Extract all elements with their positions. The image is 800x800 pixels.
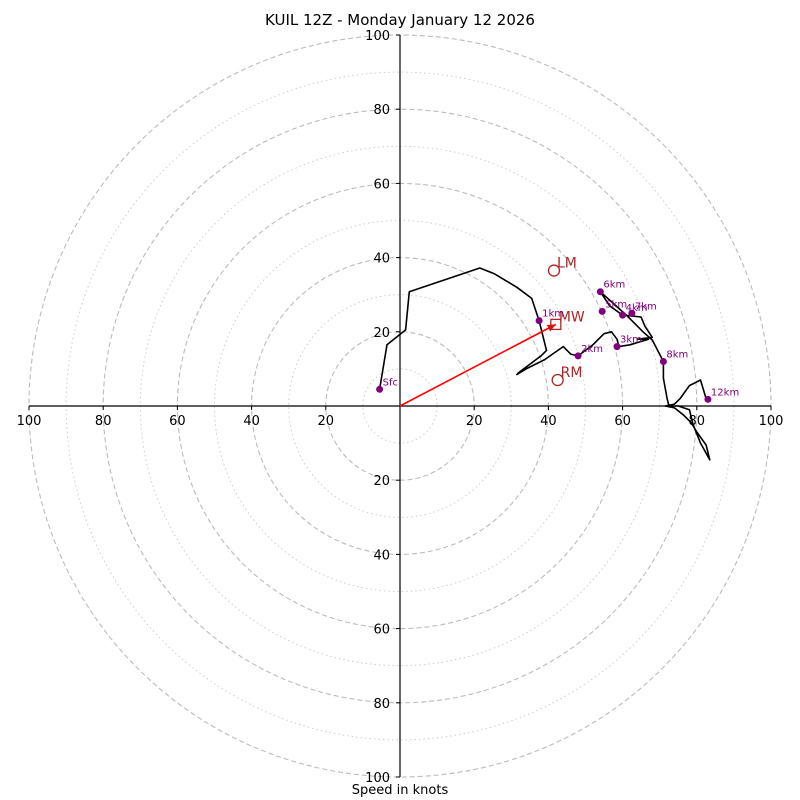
height-point-5km [598, 307, 606, 315]
y-tick-label: 20 [373, 474, 390, 489]
x-axis-label: Speed in knots [351, 783, 449, 798]
y-tick-label: 20 [373, 326, 390, 341]
x-tick-label: 100 [17, 414, 42, 429]
height-label-12km: 12km [711, 387, 739, 398]
hodograph-line [378, 267, 711, 461]
y-tick-label: 100 [365, 771, 390, 786]
y-tick-label: 40 [373, 252, 390, 267]
height-point-sfc [376, 385, 384, 393]
height-point-6km [596, 288, 604, 296]
height-label-4km: 4km [626, 303, 648, 314]
height-label-2km: 2km [581, 344, 603, 355]
x-tick-label: 60 [169, 414, 186, 429]
y-tick-label: 60 [373, 177, 390, 192]
storm-motion-marker-lm [547, 264, 561, 277]
height-label-1km: 1km [542, 309, 564, 320]
x-tick-label: 60 [614, 414, 631, 429]
y-tick-label: 80 [373, 697, 390, 712]
height-label-sfc: Sfc [383, 377, 398, 388]
x-tick-label: 20 [466, 414, 483, 429]
height-point-8km [659, 357, 667, 365]
height-label-5km: 5km [605, 299, 627, 310]
height-point-1km [535, 317, 543, 325]
storm-motion-marker-mw [550, 318, 562, 331]
shear-vector-line [399, 323, 557, 407]
storm-motion-label-rm: RM [561, 365, 583, 381]
storm-motion-group: LM MW RM [547, 256, 585, 387]
height-point-12km [704, 395, 712, 403]
x-tick-label: 20 [318, 414, 335, 429]
height-label-8km: 8km [666, 349, 688, 360]
tick-labels: 100 80 60 40 20 20 40 60 80 100 100 80 60 40 20 20 40 60 8… [17, 29, 784, 786]
height-label-7km: 7km [635, 301, 657, 312]
chart-title: KUIL 12Z - Monday January 12 2026 [265, 11, 535, 29]
x-tick-label: 40 [243, 414, 260, 429]
x-tick-label: 40 [540, 414, 557, 429]
height-point-3km [613, 343, 621, 351]
storm-motion-label-lm: LM [557, 256, 577, 272]
hodograph-trace-group [378, 267, 711, 461]
height-point-4km [619, 311, 627, 319]
height-label-3km: 3km [620, 335, 642, 346]
y-tick-label: 100 [365, 29, 390, 44]
y-tick-label: 80 [373, 103, 390, 118]
height-point-7km [628, 309, 636, 317]
x-tick-label: 100 [759, 414, 784, 429]
y-tick-label: 60 [373, 623, 390, 638]
y-tick-label: 40 [373, 548, 390, 563]
storm-motion-marker-rm [551, 373, 564, 387]
height-label-6km: 6km [603, 280, 625, 291]
x-tick-label: 80 [95, 414, 112, 429]
height-point-2km [574, 352, 582, 360]
storm-motion-label-mw: MW [559, 309, 585, 325]
